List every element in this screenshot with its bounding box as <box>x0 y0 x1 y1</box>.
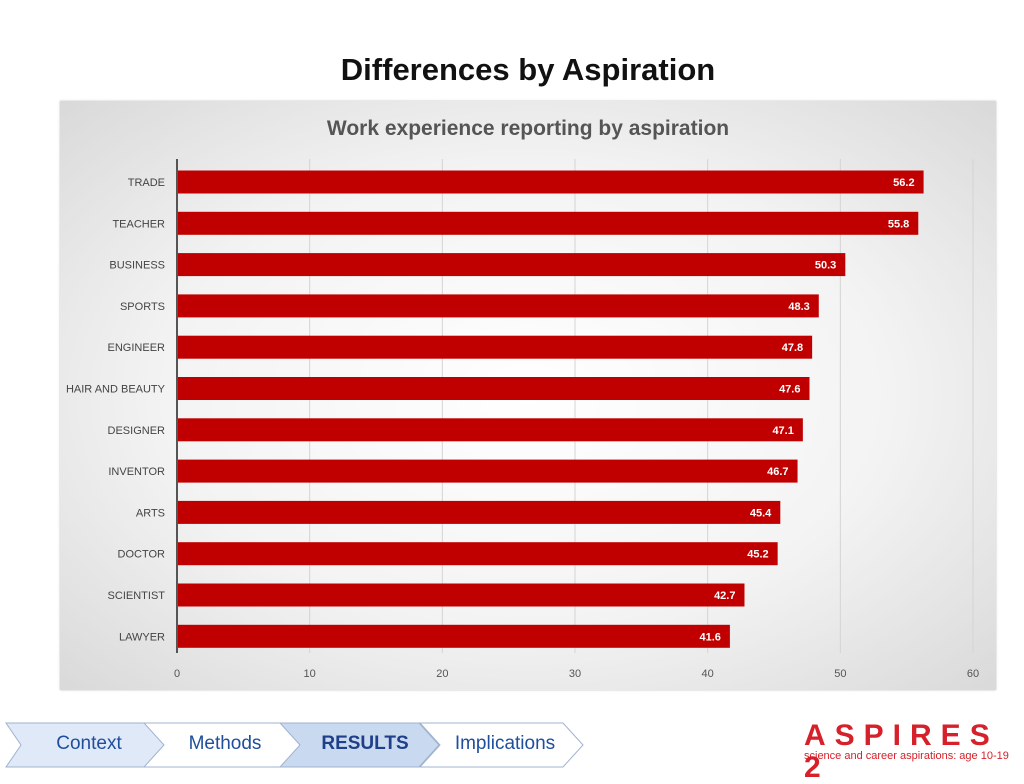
category-label: HAIR AND BEAUTY <box>66 384 166 396</box>
category-label: DESIGNER <box>108 425 166 437</box>
data-label: 48.3 <box>788 301 809 313</box>
bar <box>178 294 819 318</box>
category-label: TEACHER <box>112 218 165 230</box>
bar <box>178 377 810 400</box>
brand-name: ASPIRES 2 <box>804 719 999 784</box>
chart-title: Work experience reporting by aspiration <box>326 117 730 140</box>
data-label: 47.6 <box>779 384 800 396</box>
bar <box>178 335 813 359</box>
x-tick-label: 20 <box>436 668 448 680</box>
bar <box>178 500 781 524</box>
chart-panel: Work experience reporting by aspiration … <box>60 101 996 690</box>
nav-step-results[interactable]: RESULTS <box>279 722 441 768</box>
bar <box>178 170 924 194</box>
nav-step-label: Implications <box>454 733 556 754</box>
x-tick-label: 30 <box>569 668 581 680</box>
category-label: SPORTS <box>120 301 165 313</box>
bar <box>178 418 803 442</box>
bar <box>178 211 919 235</box>
bar <box>178 583 745 607</box>
data-label: 47.1 <box>772 425 793 437</box>
bar <box>178 459 798 483</box>
section-navigation: Context Methods RESULTS Implications <box>5 722 585 768</box>
category-label: DOCTOR <box>118 549 166 561</box>
category-label: ENGINEER <box>108 342 166 354</box>
nav-step-label: RESULTS <box>321 733 409 754</box>
bar <box>178 253 846 277</box>
x-tick-label: 10 <box>304 668 316 680</box>
category-label: BUSINESS <box>109 260 165 272</box>
data-label: 56.2 <box>893 177 914 189</box>
x-tick-label: 0 <box>174 668 180 680</box>
category-label: TRADE <box>128 177 165 189</box>
bar-chart: 0 10 20 30 40 50 60 TRADE 56.2 TEACHER 55.8 BUSINES… <box>66 159 979 680</box>
data-label: 50.3 <box>815 260 836 272</box>
category-label: LAWYER <box>119 631 165 643</box>
data-label: 42.7 <box>714 590 735 602</box>
category-label: ARTS <box>136 507 165 519</box>
x-tick-label: 60 <box>967 668 979 680</box>
data-label: 47.8 <box>782 342 803 354</box>
x-tick-label: 50 <box>834 668 846 680</box>
aspires-logo: ASPIRES 2 science and career aspirations… <box>804 720 1018 784</box>
slide-title: Differences by Aspiration <box>340 52 716 87</box>
data-label: 45.4 <box>750 507 772 519</box>
nav-step-context[interactable]: Context <box>5 722 167 768</box>
bar <box>178 624 730 648</box>
data-label: 46.7 <box>767 466 788 478</box>
nav-step-label: Methods <box>188 733 262 754</box>
category-label: INVENTOR <box>108 466 165 478</box>
x-tick-label: 40 <box>702 668 714 680</box>
data-label: 41.6 <box>699 631 720 643</box>
nav-step-implications[interactable]: Implications <box>419 722 585 768</box>
data-label: 55.8 <box>888 218 909 230</box>
bar <box>178 542 778 566</box>
category-label: SCIENTIST <box>108 590 166 602</box>
brand-tagline: science and career aspirations: age 10-1… <box>804 750 1009 762</box>
data-label: 45.2 <box>747 549 768 561</box>
nav-step-label: Context <box>56 733 122 754</box>
